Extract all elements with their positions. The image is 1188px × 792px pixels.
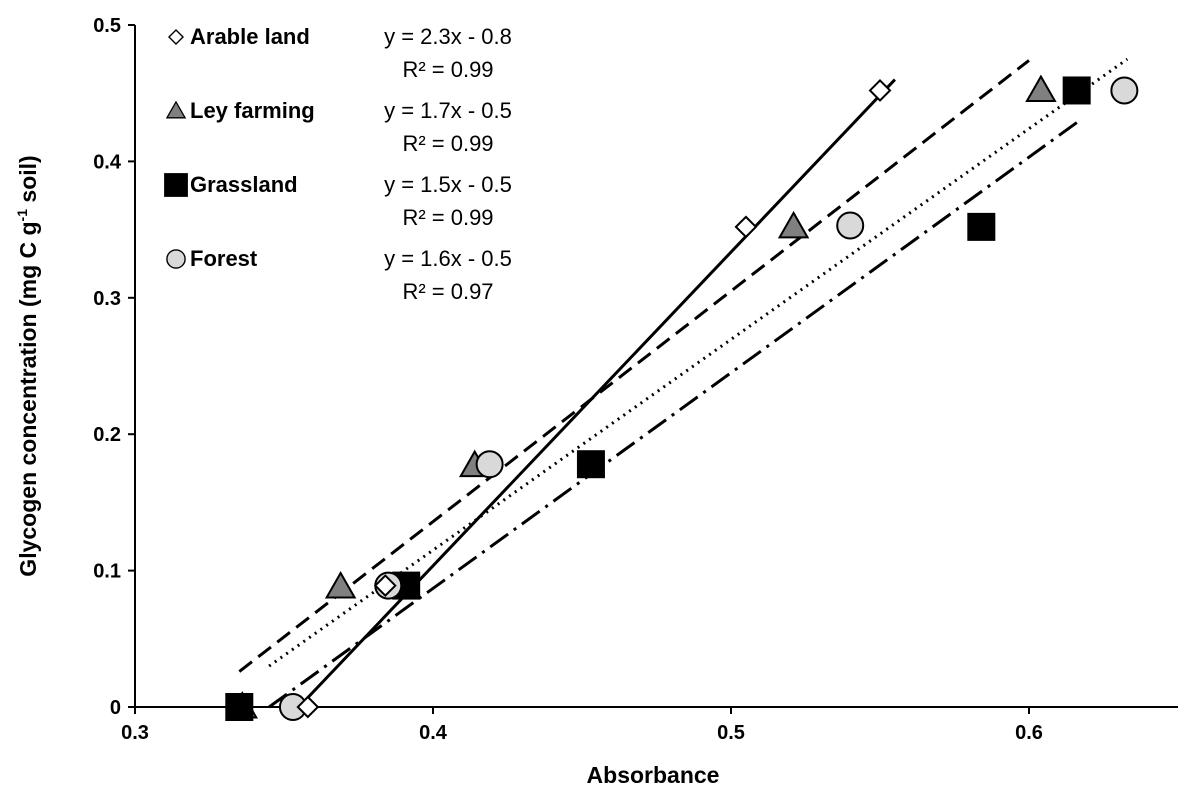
y-axis-title-main: Glycogen concentration (mg C g	[15, 221, 41, 576]
data-point-square	[967, 212, 996, 241]
legend-label: Grassland	[190, 172, 298, 197]
axes: 0 0.1 0.2 0.3 0.4 0.5 0.3 0.4 0.5 0.6	[93, 15, 1178, 744]
trendline-r2: R² = 0.97	[402, 279, 493, 304]
data-point-circle	[475, 450, 504, 479]
y-axis-title-end: soil)	[15, 155, 41, 209]
y-axis-title: Glycogen concentration (mg C g-1 soil)	[14, 155, 41, 576]
y-tick-label: 0.2	[93, 424, 121, 446]
trendline-equation: y = 1.6x - 0.5	[384, 246, 512, 271]
data-point-square	[1062, 76, 1091, 105]
x-tick-label: 0.3	[121, 722, 149, 744]
y-tick-label: 0.4	[93, 151, 122, 173]
data-point-diamond	[296, 695, 320, 719]
y-tick-label: 0.1	[93, 561, 121, 583]
y-tick-label: 0.5	[93, 15, 121, 37]
trendline-triangle	[238, 59, 1030, 673]
data-point-triangle	[324, 570, 357, 599]
trendline-equation: y = 2.3x - 0.8	[384, 24, 512, 49]
trendline-r2: R² = 0.99	[402, 131, 493, 156]
trendline-equation: y = 1.7x - 0.5	[384, 98, 512, 123]
data-point-diamond	[734, 215, 758, 239]
data-point-diamond	[868, 79, 892, 102]
trend-lines	[238, 57, 1129, 709]
trendline-diamond	[297, 78, 896, 709]
legend-label: Forest	[190, 246, 258, 271]
data-point-circle	[1110, 76, 1139, 105]
y-axis-title-superscript: -1	[14, 209, 30, 222]
legend-marker-triangle	[165, 100, 187, 119]
data-point-triangle	[1025, 74, 1057, 102]
x-tick-label: 0.5	[717, 722, 745, 744]
trendline-r2: R² = 0.99	[402, 205, 493, 230]
data-point-triangle	[777, 210, 810, 239]
legend-label: Ley farming	[190, 98, 315, 123]
y-tick-label: 0.3	[93, 288, 121, 310]
legend: Arable land y = 2.3x - 0.8 R² = 0.99 Ley fa…	[164, 24, 512, 304]
x-tick-label: 0.6	[1015, 722, 1043, 744]
x-axis-title: Absorbance	[587, 762, 720, 788]
data-point-square	[576, 450, 605, 479]
trendline-circle	[268, 57, 1129, 668]
data-point-square	[225, 693, 254, 721]
legend-marker-circle	[166, 249, 186, 269]
legend-marker-diamond	[168, 29, 184, 45]
trendline-r2: R² = 0.99	[402, 57, 493, 82]
data-points	[225, 74, 1139, 721]
data-point-diamond	[373, 574, 397, 598]
legend-label: Arable land	[190, 24, 310, 49]
data-point-circle	[836, 211, 865, 240]
trendline-equation: y = 1.5x - 0.5	[384, 172, 512, 197]
trendline-square	[268, 119, 1081, 709]
x-tick-label: 0.4	[419, 722, 448, 744]
y-tick-label: 0	[110, 697, 121, 719]
legend-marker-square	[164, 173, 188, 197]
